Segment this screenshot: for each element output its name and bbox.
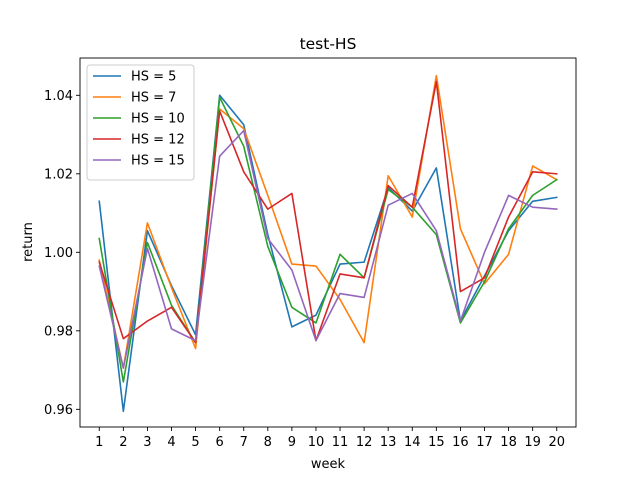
series-line-4: [98, 80, 558, 344]
legend-label-3: HS = 10: [131, 112, 185, 127]
plot-area: 1 2 3 4 5 6 7 8 9 10 11 12 13 14 15 16 17 18 19 200.960.981…: [44, 57, 577, 450]
x-tick-label: 19: [524, 435, 541, 450]
x-tick-label: 13: [380, 435, 397, 450]
x-tick-label: 4: [167, 435, 175, 450]
x-tick-label: 11: [332, 435, 349, 450]
x-tick-label: 6: [216, 435, 224, 450]
legend-label-4: HS = 12: [131, 133, 185, 148]
series-line-3: [98, 96, 558, 383]
series-line-2: [98, 74, 558, 369]
x-tick-label: 16: [452, 435, 469, 450]
chart-title: test-HS: [300, 35, 357, 53]
x-tick-label: 17: [476, 435, 493, 450]
x-tick-label: 3: [143, 435, 151, 450]
x-tick-label: 7: [240, 435, 248, 450]
x-axis-title: week: [311, 457, 346, 472]
x-tick-label: 14: [404, 435, 421, 450]
y-tick-label: 0.98: [44, 324, 73, 339]
x-tick-label: 10: [308, 435, 325, 450]
x-tick-label: 9: [288, 435, 296, 450]
y-tick-label: 1.04: [44, 89, 73, 104]
y-tick-label: 0.96: [44, 403, 73, 418]
legend: HS = 5 HS = 7 HS = 10 HS = 12 HS = 15: [86, 64, 195, 181]
y-tick-label: 1.02: [44, 167, 73, 182]
legend-label-1: HS = 5: [131, 70, 176, 85]
x-tick-label: 1: [95, 435, 103, 450]
x-tick-label: 18: [500, 435, 517, 450]
legend-label-5: HS = 15: [131, 154, 185, 169]
x-tick-label: 5: [191, 435, 199, 450]
y-axis-title: return: [21, 222, 36, 262]
x-tick-label: 2: [119, 435, 127, 450]
axes-frame: [79, 57, 577, 428]
x-tick-label: 15: [428, 435, 445, 450]
y-tick-label: 1.00: [44, 246, 73, 261]
x-tick-label: 8: [264, 435, 272, 450]
x-tick-label: 20: [548, 435, 565, 450]
series-line-5: [98, 129, 558, 369]
legend-box: [86, 64, 195, 181]
legend-label-2: HS = 7: [131, 91, 176, 106]
x-tick-label: 12: [356, 435, 373, 450]
